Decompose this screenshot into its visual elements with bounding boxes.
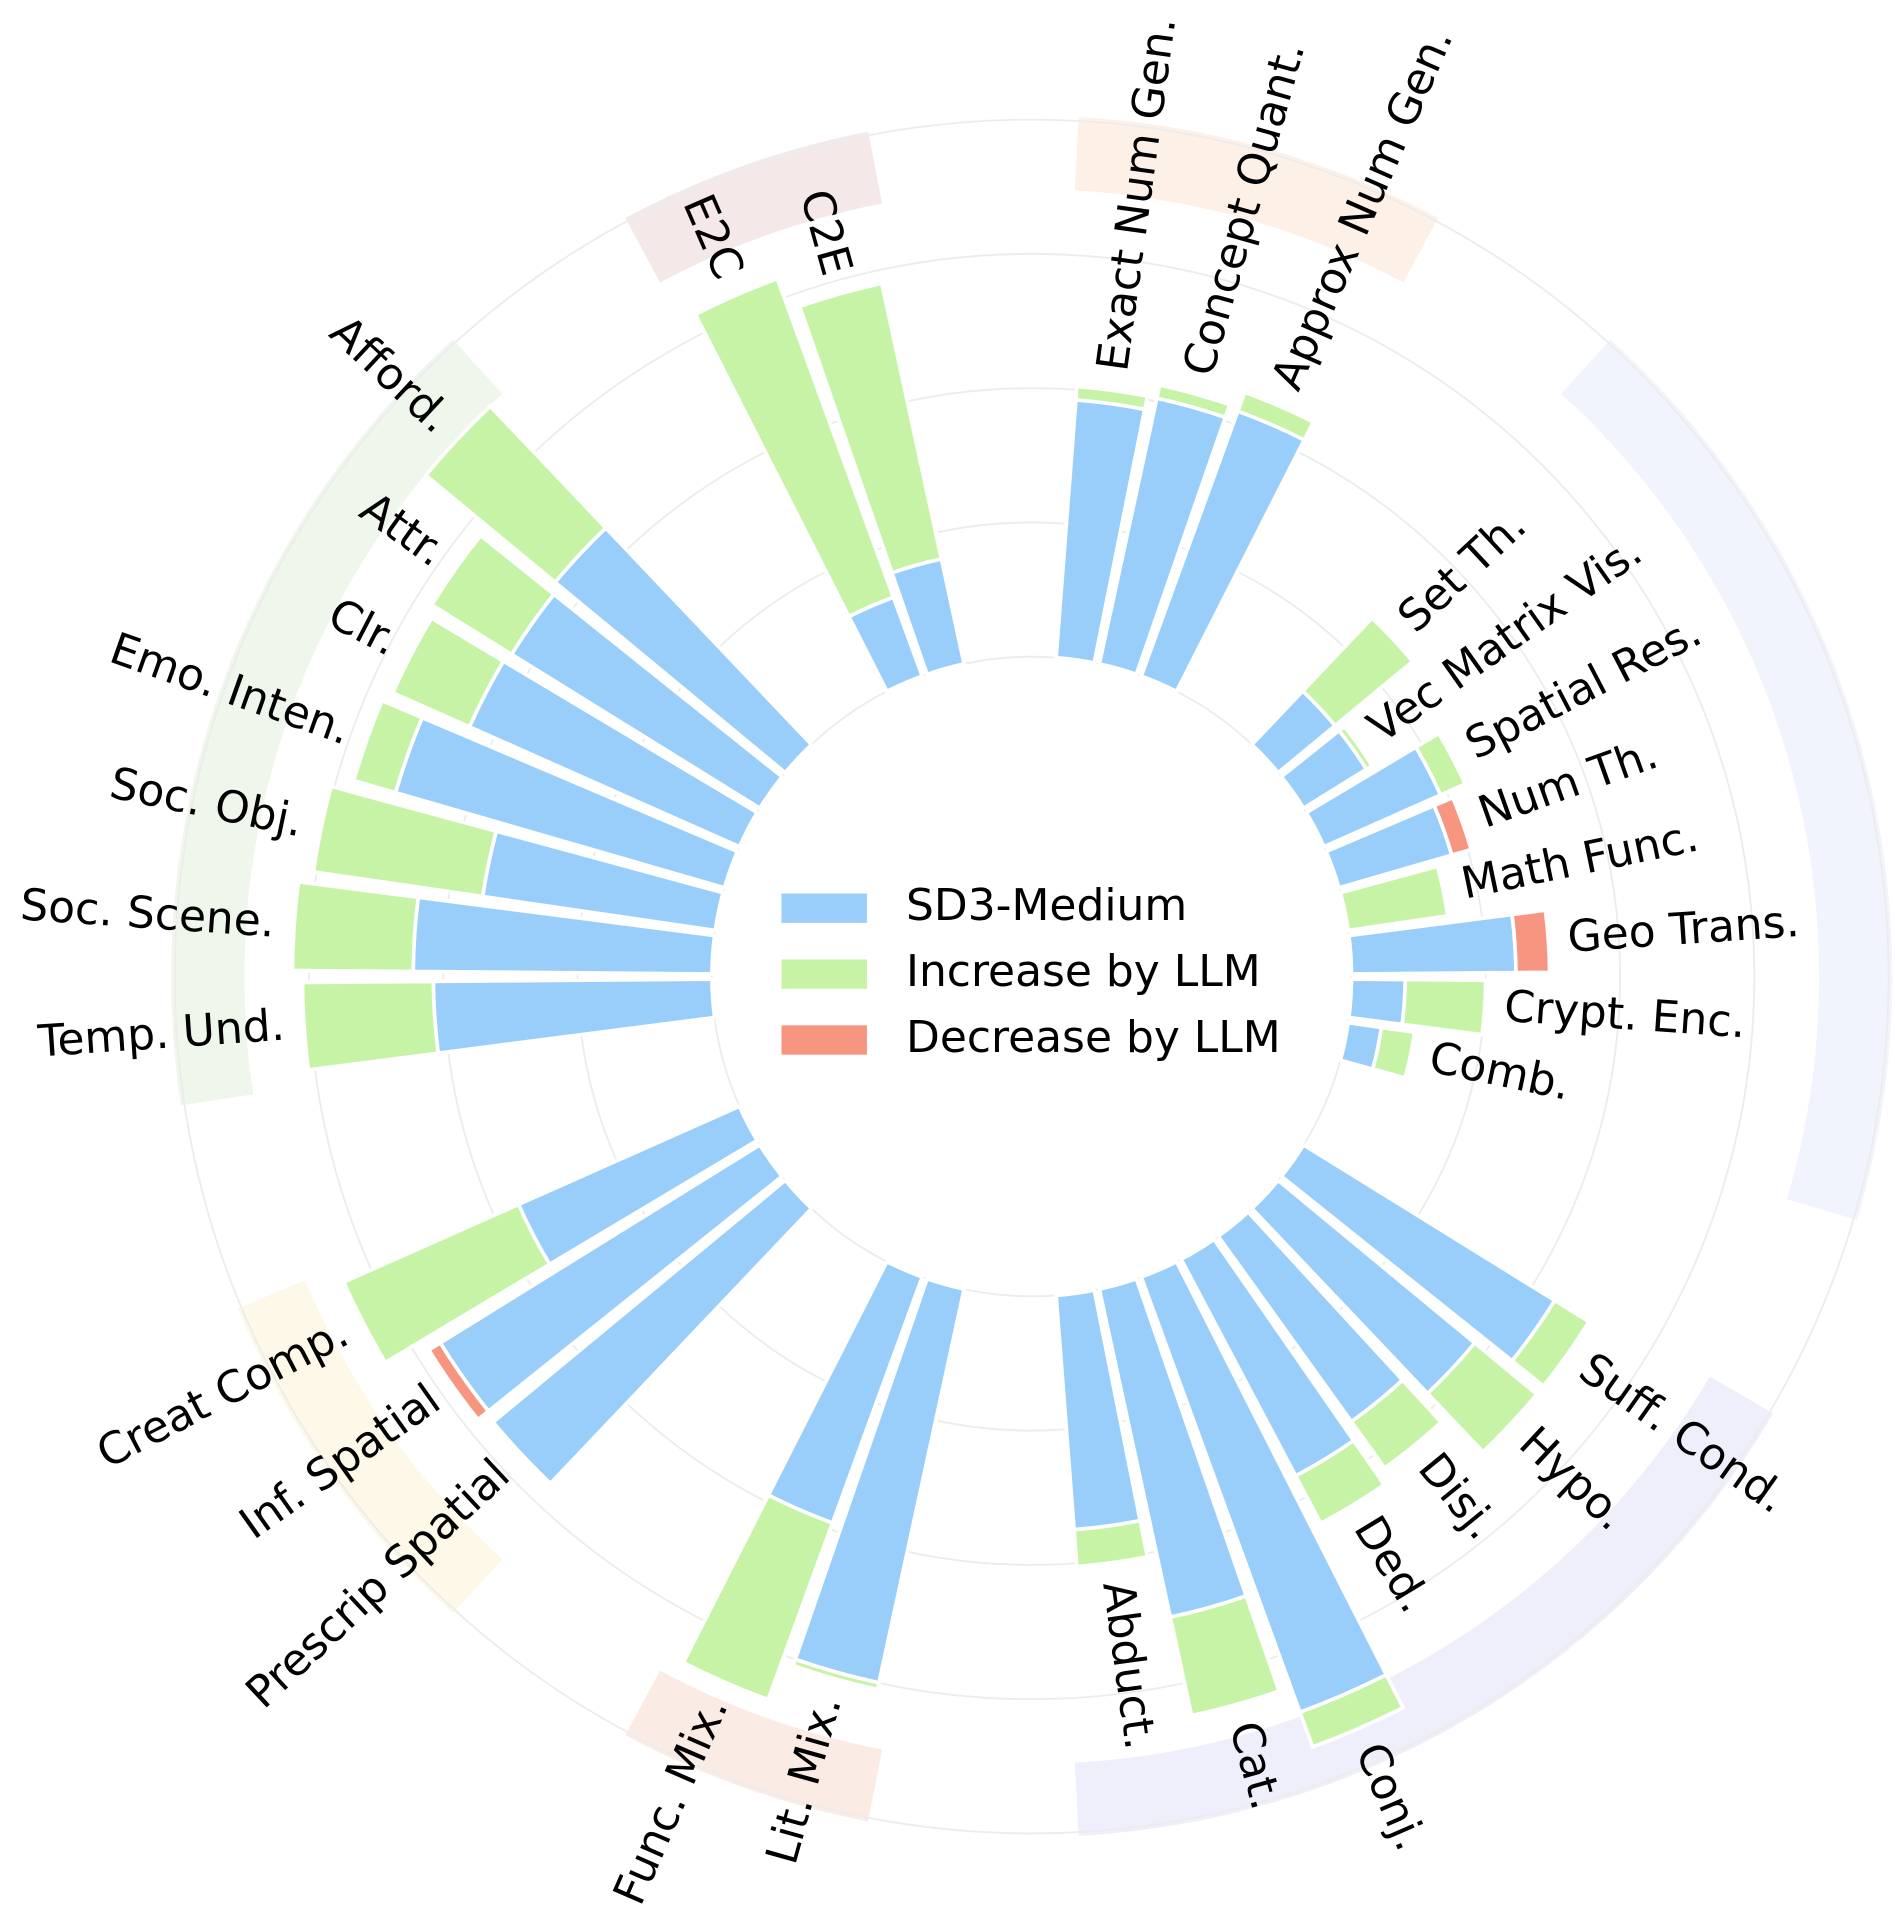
bar-segment bbox=[1191, 1689, 1280, 1718]
category-label: Ded. bbox=[1344, 1507, 1441, 1621]
category-label: Hypo. bbox=[1509, 1417, 1637, 1541]
bar-segment bbox=[1342, 725, 1374, 767]
bar-segment bbox=[430, 534, 482, 606]
legend-swatch bbox=[781, 893, 867, 923]
grid-circle bbox=[173, 118, 1890, 1835]
bar-segment bbox=[487, 1419, 553, 1489]
bar-segment bbox=[426, 1340, 491, 1423]
bar-segment bbox=[1403, 1032, 1417, 1079]
grid-circle bbox=[308, 252, 1756, 1701]
bar-segment bbox=[1159, 383, 1231, 407]
legend-label: Decrease by LLM bbox=[906, 1012, 1281, 1063]
group-band bbox=[171, 339, 503, 1106]
bar-segment bbox=[682, 1661, 769, 1702]
bar-segment bbox=[1319, 1483, 1386, 1526]
bar-segment bbox=[1076, 384, 1148, 399]
bar-segment bbox=[424, 404, 492, 477]
grid-circle bbox=[576, 521, 1487, 1432]
bar-segment bbox=[1400, 977, 1488, 1037]
bar-segment bbox=[1312, 1706, 1404, 1749]
group-band bbox=[625, 131, 883, 283]
legend-label: Increase by LLM bbox=[906, 946, 1261, 997]
group-band bbox=[1074, 1376, 1774, 1836]
bar-segment bbox=[799, 281, 883, 309]
bar-segment bbox=[300, 979, 441, 1072]
bar-segment bbox=[1431, 795, 1474, 858]
category-label: Abduct. bbox=[1092, 1578, 1166, 1752]
group-band bbox=[237, 1280, 503, 1614]
group-band bbox=[1561, 339, 1893, 1221]
bar-segment bbox=[431, 977, 717, 1056]
bar-segment bbox=[1346, 977, 1408, 1027]
bar-segment bbox=[1480, 980, 1488, 1035]
category-label: Conj. bbox=[1345, 1735, 1436, 1858]
group-band bbox=[625, 1670, 883, 1822]
category-label: Geo Trans. bbox=[1566, 896, 1801, 963]
category-label: Crypt. Enc. bbox=[1503, 981, 1747, 1048]
bar-segment bbox=[1076, 1555, 1148, 1569]
legend-swatch bbox=[781, 959, 867, 989]
legend-label: SD3-Medium bbox=[906, 880, 1187, 931]
grid-circle bbox=[710, 655, 1353, 1298]
bar-segment bbox=[391, 617, 433, 694]
bar-segment bbox=[300, 982, 311, 1071]
group-band bbox=[1074, 117, 1439, 283]
bar-segment bbox=[290, 881, 301, 971]
grid-circle bbox=[442, 387, 1622, 1566]
bar-segment bbox=[351, 699, 384, 782]
bar-segment bbox=[290, 879, 421, 974]
bar-segment bbox=[1509, 908, 1552, 975]
legend-swatch bbox=[781, 1025, 867, 1055]
category-label: Comb. bbox=[1425, 1032, 1575, 1111]
bar-segment bbox=[1481, 1393, 1539, 1454]
